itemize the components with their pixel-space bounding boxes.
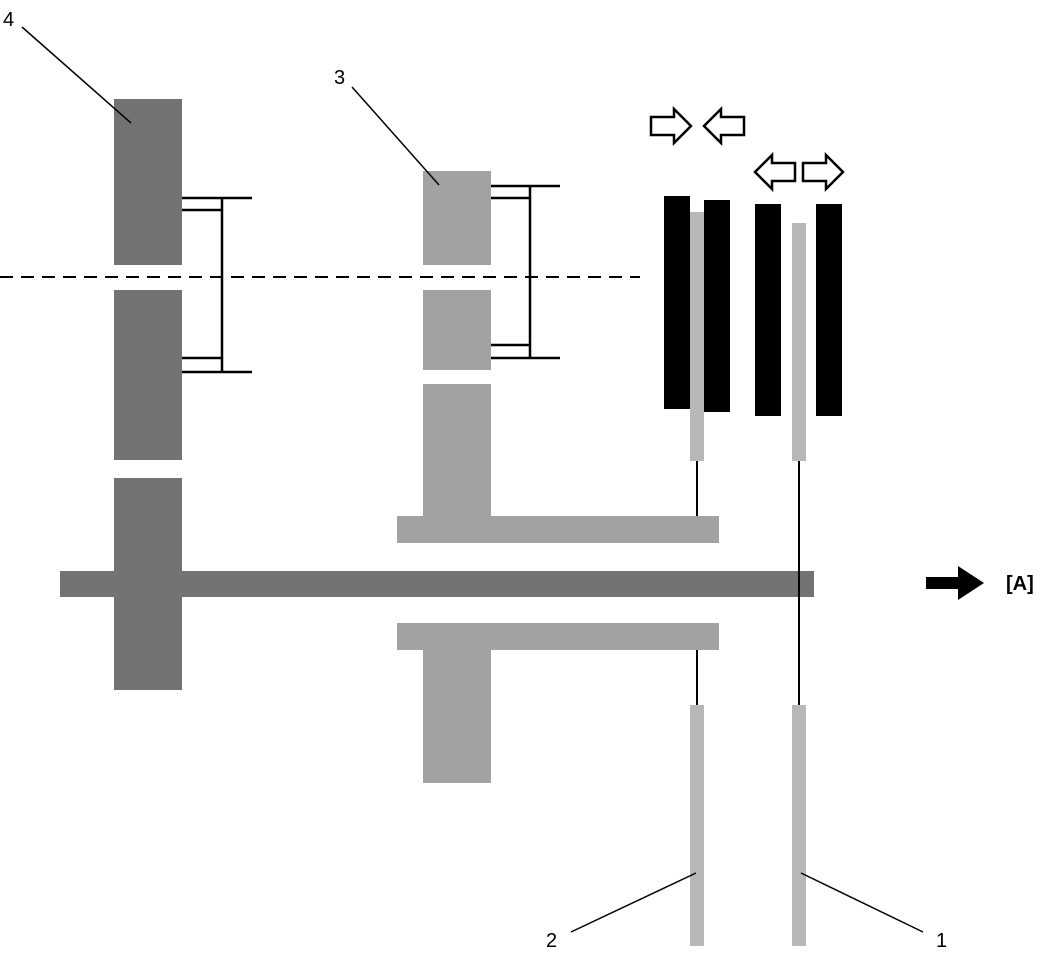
clutch-2-plate-right: [704, 200, 730, 412]
gear-3: [397, 171, 719, 783]
clutch-2-friction-disc-lower: [690, 705, 704, 946]
clutch-2-plate-left: [664, 196, 690, 409]
output-arrow-icon: [926, 566, 984, 600]
callout-number-4: 4: [3, 9, 14, 31]
carrier-bracket-gear-4: [182, 196, 252, 374]
clutch-1: [755, 204, 842, 946]
clutch-1-plate-right: [816, 204, 842, 416]
output-label: [A]: [1006, 573, 1034, 595]
arrow-right-outline-icon: [649, 105, 693, 147]
clutch-2-friction-disc-upper: [690, 212, 704, 461]
clutch-1-release-arrows: [753, 151, 845, 193]
callout-leader-3: [351, 86, 440, 186]
gear-3-upper-block: [423, 171, 491, 265]
arrow-right-outline-icon: [801, 151, 845, 193]
arrow-left-outline-icon: [702, 105, 746, 147]
callout-leader-2: [570, 872, 697, 933]
gear-4-upper-block: [114, 99, 182, 265]
callout-number-3: 3: [334, 67, 345, 89]
callout-leaders: [21, 26, 924, 933]
gear-3-hub-upper: [397, 516, 719, 543]
clutch-1-plate-left: [755, 204, 781, 416]
output-shaft: [60, 571, 814, 597]
gear-3-hub-lower: [397, 623, 719, 650]
gear-4-middle-block: [114, 290, 182, 460]
gear-4: [114, 99, 182, 690]
callout-leader-1: [800, 872, 924, 933]
clutch-2: [664, 196, 730, 946]
callout-number-2: 2: [546, 930, 557, 952]
gear-3-lower-block: [423, 384, 491, 518]
callout-leader-4: [21, 26, 132, 124]
gear-3-middle-block: [423, 290, 491, 370]
carrier-bracket-gear-3: [491, 184, 560, 360]
clutch-1-friction-disc-upper: [792, 223, 806, 461]
clutch-2-engage-arrows: [649, 105, 746, 147]
clutch-1-friction-disc-lower: [792, 705, 806, 946]
arrow-left-outline-icon: [753, 151, 797, 193]
gear-3-lower-gear-block: [423, 650, 491, 783]
callout-number-1: 1: [936, 930, 947, 952]
